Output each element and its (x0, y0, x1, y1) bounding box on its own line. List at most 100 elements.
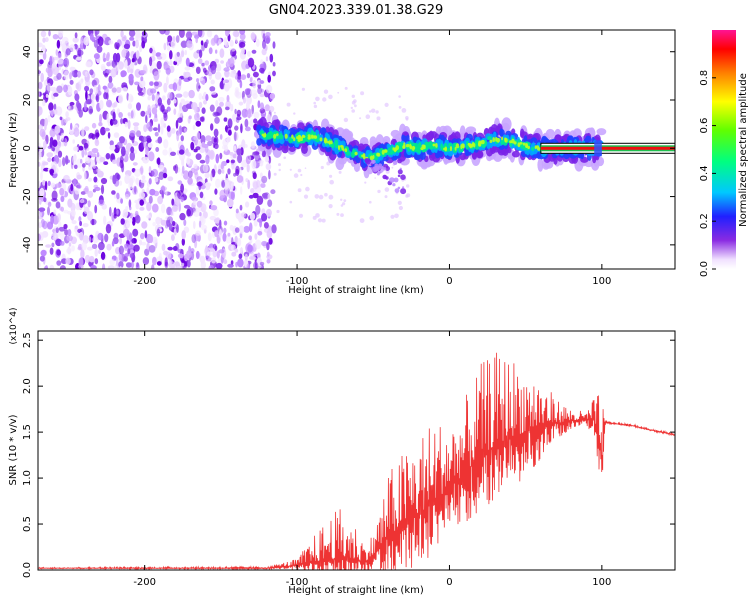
noise-speckle (65, 48, 71, 56)
noise-speckle (107, 265, 115, 269)
noise-speckle (97, 84, 101, 92)
noise-speckle (90, 265, 97, 269)
noise-speckle (238, 225, 245, 234)
noise-speckle (47, 206, 50, 216)
noise-speckle (398, 106, 402, 109)
ridge-cell (355, 157, 361, 164)
noise-speckle (180, 183, 185, 193)
noise-speckle (160, 117, 165, 126)
noise-speckle (161, 243, 166, 251)
noise-speckle (80, 249, 85, 259)
noise-speckle (154, 131, 159, 137)
noise-speckle (173, 228, 177, 236)
noise-speckle (91, 100, 95, 108)
ridge-cell (504, 137, 508, 143)
noise-speckle (60, 206, 64, 212)
noise-speckle (94, 30, 100, 35)
noise-speckle (230, 260, 234, 265)
noise-speckle (305, 186, 310, 192)
noise-speckle (120, 70, 127, 77)
noise-speckle (223, 227, 227, 234)
noise-speckle (44, 265, 49, 269)
noise-speckle (67, 85, 73, 96)
noise-speckle (52, 235, 57, 241)
noise-speckle (210, 172, 213, 182)
noise-speckle (76, 70, 82, 78)
noise-speckle (184, 253, 188, 262)
noise-speckle (213, 138, 217, 143)
noise-speckle (268, 105, 275, 113)
ridge-cell (435, 143, 438, 148)
noise-speckle (252, 181, 259, 190)
noise-speckle (251, 49, 257, 54)
noise-speckle (199, 212, 202, 217)
noise-speckle (359, 218, 365, 224)
noise-speckle (238, 253, 243, 259)
noise-speckle (87, 190, 94, 198)
noise-speckle (163, 112, 168, 122)
noise-speckle (266, 259, 271, 264)
noise-speckle (149, 47, 153, 54)
ridge-cell (405, 134, 410, 144)
noise-speckle (244, 144, 248, 148)
noise-speckle (246, 163, 250, 173)
noise-speckle (230, 182, 234, 190)
noise-speckle (136, 102, 141, 111)
noise-speckle (107, 82, 114, 89)
noise-speckle (177, 180, 183, 185)
noise-speckle (289, 200, 293, 204)
noise-speckle (103, 92, 108, 100)
noise-speckle (69, 44, 76, 52)
noise-speckle (238, 101, 244, 106)
ridge-cell (393, 177, 399, 183)
noise-speckle (95, 95, 99, 101)
noise-speckle (249, 78, 253, 83)
noise-speckle (313, 104, 318, 109)
noise-speckle (204, 145, 209, 154)
noise-speckle (193, 200, 197, 205)
noise-speckle (106, 61, 111, 67)
noise-speckle (118, 252, 123, 262)
noise-speckle (223, 220, 228, 226)
noise-speckle (163, 42, 167, 51)
snr-series-line (38, 352, 675, 570)
noise-speckle (40, 30, 47, 38)
ridge-cell (372, 155, 375, 159)
noise-speckle (205, 39, 209, 45)
noise-speckle (104, 233, 109, 243)
noise-speckle (184, 66, 191, 71)
noise-speckle (320, 165, 324, 170)
noise-speckle (42, 99, 46, 107)
noise-speckle (84, 126, 90, 131)
noise-speckle (222, 79, 226, 84)
noise-speckle (87, 177, 92, 182)
noise-speckle (219, 134, 223, 140)
noise-speckle (211, 257, 217, 264)
noise-speckle (270, 189, 276, 195)
noise-speckle (178, 108, 184, 118)
noise-speckle (64, 118, 68, 124)
noise-speckle (135, 177, 140, 185)
noise-speckle (49, 109, 55, 115)
x-tick-label: 100 (592, 577, 611, 588)
noise-speckle (177, 117, 183, 123)
ridge-cell (487, 136, 493, 141)
noise-speckle (56, 249, 61, 256)
noise-speckle (235, 91, 243, 99)
noise-speckle (39, 198, 42, 205)
ridge-cell (382, 174, 387, 180)
ridge-cell (313, 135, 318, 139)
noise-speckle (251, 159, 257, 170)
noise-speckle (336, 212, 340, 216)
ridge-cell (500, 139, 504, 145)
noise-speckle (120, 146, 126, 157)
noise-speckle (64, 229, 69, 236)
noise-speckle (149, 81, 154, 86)
noise-speckle (44, 122, 47, 131)
noise-speckle (51, 242, 55, 248)
noise-speckle (340, 204, 344, 207)
noise-speckle (148, 245, 156, 253)
noise-speckle (289, 168, 292, 171)
carrier-band-red (540, 146, 675, 150)
ridge-cell (354, 151, 358, 156)
